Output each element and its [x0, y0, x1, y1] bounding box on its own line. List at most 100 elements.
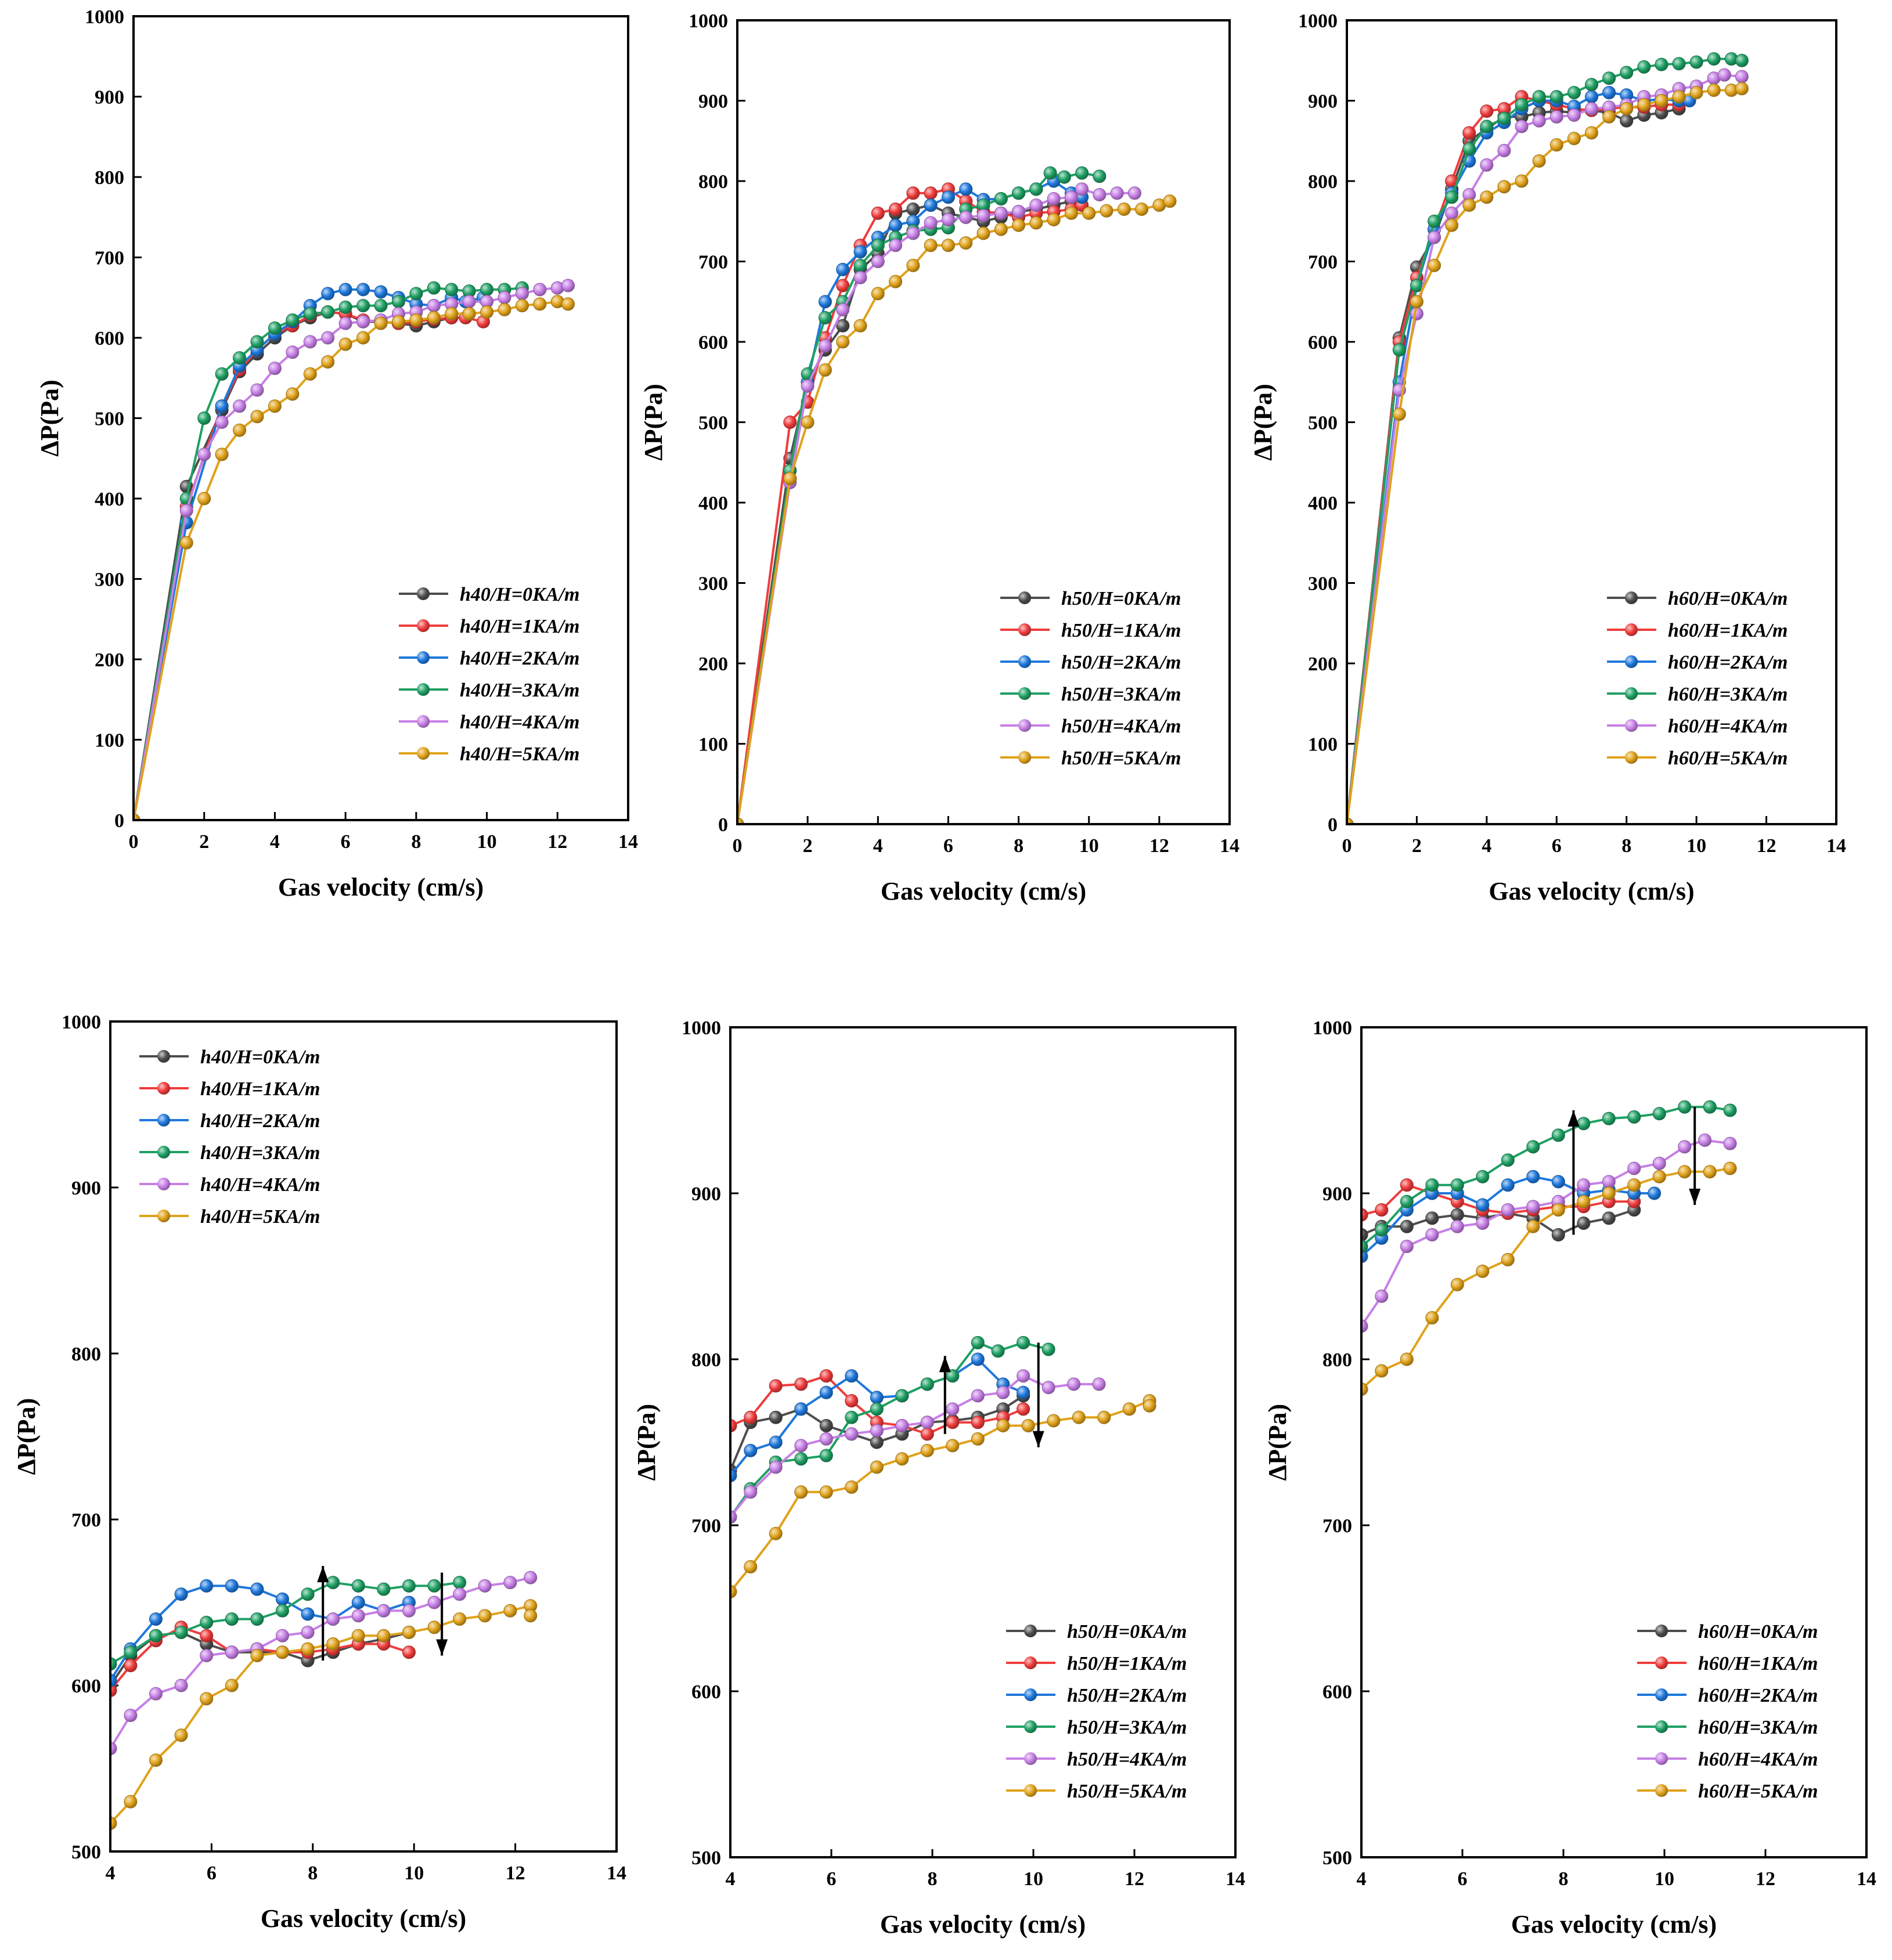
x-tick-label: 14	[1226, 1868, 1245, 1890]
data-point	[250, 383, 264, 397]
data-point	[744, 1443, 758, 1457]
legend-entry-label: h50/H=5KA/m	[1067, 1781, 1187, 1802]
data-point	[356, 299, 370, 313]
data-point	[402, 1604, 416, 1618]
data-point	[946, 1416, 960, 1430]
y-tick-label: 800	[691, 1349, 721, 1371]
data-point	[1017, 1369, 1030, 1383]
data-point	[1672, 57, 1686, 71]
data-point	[1122, 1402, 1136, 1416]
x-tick-label: 10	[1655, 1868, 1674, 1890]
data-point	[275, 1645, 289, 1659]
legend-swatch-marker	[157, 1050, 170, 1063]
data-point	[1082, 206, 1096, 220]
data-point	[941, 212, 955, 226]
data-point	[1029, 182, 1043, 196]
y-tick-label: 900	[71, 1178, 101, 1199]
y-tick-label: 700	[1322, 1515, 1352, 1537]
legend-entry-label: h60/H=3KA/m	[1668, 684, 1788, 705]
data-point	[794, 1485, 808, 1499]
data-point	[197, 412, 211, 425]
data-point	[971, 1335, 985, 1349]
data-point	[1602, 1211, 1616, 1225]
y-tick-label: 900	[95, 87, 124, 109]
legend-entry-label: h50/H=4KA/m	[1067, 1749, 1187, 1770]
data-point	[377, 1582, 391, 1596]
data-point	[971, 1432, 985, 1446]
data-point	[845, 1410, 859, 1424]
data-point	[1375, 1289, 1389, 1303]
x-tick-label: 2	[1412, 835, 1422, 857]
legend-entry-label: h50/H=3KA/m	[1067, 1717, 1187, 1738]
x-axis-label: Gas velocity (cm/s)	[881, 877, 1086, 905]
legend-entry-label: h40/H=4KA/m	[200, 1174, 320, 1196]
data-point	[498, 291, 511, 305]
x-axis-label: Gas velocity (cm/s)	[1511, 1910, 1717, 1939]
data-point	[920, 1377, 934, 1391]
data-point	[1689, 86, 1703, 100]
data-point	[1627, 1178, 1641, 1192]
data-point	[275, 1592, 289, 1606]
data-point	[286, 313, 300, 327]
y-tick-label: 400	[1308, 493, 1338, 514]
data-point	[268, 362, 282, 376]
data-point	[303, 367, 317, 381]
data-point	[1450, 1277, 1464, 1291]
data-point	[946, 1439, 960, 1453]
legend-swatch-marker	[417, 715, 430, 728]
data-point	[1526, 1219, 1540, 1233]
data-point	[1064, 206, 1078, 220]
data-point	[200, 1692, 214, 1706]
data-point	[351, 1609, 365, 1623]
data-point	[1043, 166, 1057, 180]
data-point	[996, 1385, 1010, 1399]
data-point	[920, 1427, 934, 1441]
legend-swatch-marker	[1018, 655, 1031, 668]
data-point	[402, 1625, 416, 1639]
trend-arrow-0-head	[317, 1566, 329, 1583]
data-point	[1648, 1186, 1662, 1200]
data-point	[1703, 1100, 1717, 1114]
data-point	[179, 504, 193, 518]
data-point	[819, 1449, 833, 1463]
data-point	[853, 258, 867, 272]
data-point	[744, 1485, 758, 1499]
x-tick-label: 4	[1482, 835, 1491, 857]
data-point	[906, 202, 920, 216]
data-point	[924, 216, 938, 230]
legend-swatch-marker	[1655, 1656, 1668, 1669]
data-point	[1021, 1418, 1035, 1432]
data-point	[402, 1579, 416, 1593]
data-point	[1717, 68, 1731, 82]
plot-area	[1361, 1100, 1737, 1396]
data-point	[906, 226, 920, 240]
data-point	[870, 1402, 884, 1416]
data-point	[1375, 1223, 1389, 1237]
data-point	[533, 283, 547, 297]
data-point	[1100, 204, 1113, 218]
data-point	[503, 1576, 517, 1590]
data-point	[402, 1645, 416, 1659]
y-tick-label: 700	[1308, 252, 1338, 273]
data-point	[480, 305, 494, 319]
series-line-1	[737, 187, 1083, 824]
data-point	[1577, 1178, 1591, 1192]
legend-swatch-marker	[1625, 687, 1638, 700]
data-point	[124, 1645, 138, 1659]
data-point	[1497, 111, 1511, 125]
x-tick-label: 8	[1559, 1868, 1569, 1890]
data-point	[730, 1468, 737, 1482]
x-tick-label: 14	[1220, 835, 1239, 857]
trend-arrow-1-head	[1032, 1431, 1044, 1448]
data-point	[1723, 1136, 1737, 1150]
y-tick-label: 100	[698, 734, 728, 756]
data-point	[920, 1416, 934, 1430]
y-tick-label: 600	[95, 328, 124, 349]
x-tick-label: 4	[873, 835, 883, 857]
data-point	[174, 1625, 188, 1639]
y-tick-label: 600	[1322, 1681, 1352, 1703]
chart-panel-e: 4 6 8 10 12 14 500 600 700 800 900 1000 Gas velocity…	[632, 1017, 1245, 1939]
data-point	[275, 1629, 289, 1643]
data-point	[1620, 114, 1634, 128]
x-axis-label: Gas velocity (cm/s)	[880, 1910, 1086, 1939]
